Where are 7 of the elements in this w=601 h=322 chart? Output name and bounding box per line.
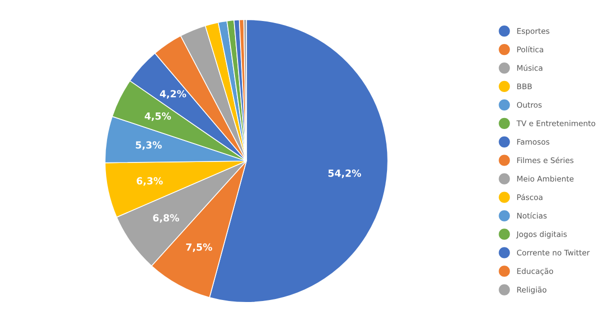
data-label: 54,2% (328, 169, 362, 178)
data-label: 5,3% (136, 141, 162, 150)
data-label: 7,5% (186, 243, 212, 252)
data-label: 4,2% (160, 90, 186, 99)
data-label: 4,5% (144, 112, 171, 121)
data-label: 6,3% (136, 177, 163, 186)
data-label: 6,8% (153, 214, 180, 223)
